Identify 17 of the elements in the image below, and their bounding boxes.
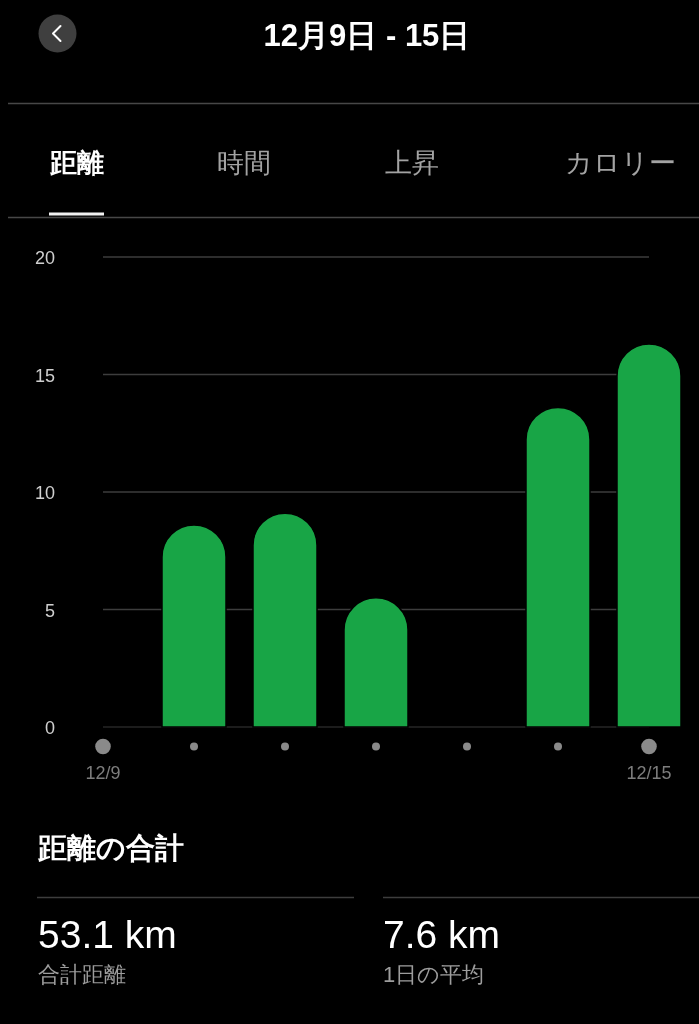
tab-label: 距離 (50, 148, 104, 178)
y-tick-label: 5 (45, 600, 55, 621)
x-tick-label: 12/15 (626, 763, 672, 783)
stat-value: 7.6 km (383, 913, 501, 956)
stat-label: 1日の平均 (383, 962, 485, 987)
x-tick-label: 12/9 (85, 763, 121, 783)
stat-label: 合計距離 (38, 962, 126, 987)
tab-label: 時間 (217, 148, 271, 178)
heading: 距離の合計 (38, 832, 184, 864)
y-tick-label: 10 (34, 483, 55, 503)
y-tick-label: 20 (34, 248, 55, 268)
tab-label: 上昇 (385, 148, 439, 178)
y-tick-label: 15 (34, 365, 55, 386)
stat-value: 53.1 km (38, 913, 177, 956)
tab-label: カロリー (564, 148, 676, 178)
y-tick-label: 0 (45, 718, 55, 738)
title: 12月9日 - 15日 (263, 18, 471, 53)
